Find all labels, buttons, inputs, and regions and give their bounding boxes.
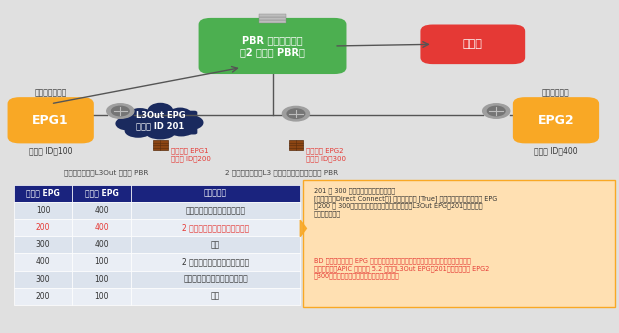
FancyBboxPatch shape	[128, 111, 197, 135]
FancyBboxPatch shape	[131, 236, 300, 253]
Text: サービス EPG2
クラス ID：300: サービス EPG2 クラス ID：300	[306, 147, 346, 162]
Text: 400: 400	[36, 257, 50, 266]
FancyBboxPatch shape	[259, 14, 286, 17]
FancyBboxPatch shape	[72, 202, 131, 219]
Text: 接続先 EPG: 接続先 EPG	[85, 189, 118, 198]
Text: 100: 100	[36, 206, 50, 215]
Text: 200: 200	[36, 223, 50, 232]
FancyBboxPatch shape	[513, 97, 599, 144]
FancyBboxPatch shape	[131, 270, 300, 288]
FancyBboxPatch shape	[14, 202, 72, 219]
Text: クラス ID：400: クラス ID：400	[534, 147, 578, 156]
FancyBboxPatch shape	[259, 17, 286, 20]
FancyBboxPatch shape	[14, 270, 72, 288]
Ellipse shape	[168, 108, 193, 123]
Ellipse shape	[126, 108, 154, 126]
FancyBboxPatch shape	[72, 253, 131, 270]
Text: L3Out EPG
クラス ID 201: L3Out EPG クラス ID 201	[136, 111, 185, 131]
Text: サービスノードにリダイレクト: サービスノードにリダイレクト	[183, 275, 248, 284]
Ellipse shape	[145, 126, 175, 140]
Text: プロバイダー: プロバイダー	[542, 88, 570, 97]
FancyBboxPatch shape	[131, 185, 300, 202]
Circle shape	[287, 109, 305, 119]
FancyBboxPatch shape	[131, 202, 300, 219]
FancyBboxPatch shape	[72, 185, 131, 202]
Circle shape	[483, 104, 510, 118]
FancyBboxPatch shape	[199, 18, 347, 74]
Text: 最初のノードにリダイレクト: 最初のノードにリダイレクト	[186, 206, 246, 215]
FancyBboxPatch shape	[259, 20, 286, 23]
Text: コンシューマー: コンシューマー	[35, 88, 67, 97]
Polygon shape	[300, 220, 306, 237]
Ellipse shape	[147, 103, 173, 119]
Text: 許可: 許可	[211, 292, 220, 301]
Text: PBR コントラクト
（2 ノード PBR）: PBR コントラクト （2 ノード PBR）	[240, 35, 305, 57]
Text: 100: 100	[94, 275, 109, 284]
FancyBboxPatch shape	[303, 180, 615, 307]
Circle shape	[106, 104, 134, 118]
Text: 許可: 許可	[211, 240, 220, 249]
Circle shape	[111, 106, 129, 116]
Text: 200: 200	[36, 292, 50, 301]
Text: 2 番目のノードにリダイレクト: 2 番目のノードにリダイレクト	[182, 257, 249, 266]
FancyBboxPatch shape	[14, 253, 72, 270]
Text: BD にあるサービス EPG とのコントラクトをユーザーが手動で設定するオプション
がないため、APIC リリース 5.2 では、L3Out EPG（201）と: BD にあるサービス EPG とのコントラクトをユーザーが手動で設定するオプショ…	[314, 257, 489, 279]
Text: 最初のノード：L3Out にある PBR: 最初のノード：L3Out にある PBR	[64, 170, 149, 176]
Ellipse shape	[168, 123, 194, 137]
Circle shape	[487, 106, 505, 116]
Text: EPG2: EPG2	[538, 114, 574, 127]
Text: 2 番目のノード：L3 ブリッジドメインにある PBR: 2 番目のノード：L3 ブリッジドメインにある PBR	[225, 170, 339, 176]
Text: 送信元 EPG: 送信元 EPG	[26, 189, 60, 198]
FancyBboxPatch shape	[420, 25, 525, 64]
Text: サービス EPG1
クラス ID：200: サービス EPG1 クラス ID：200	[171, 147, 210, 162]
FancyBboxPatch shape	[14, 185, 72, 202]
Text: 2 番目のノードにリダイレクト: 2 番目のノードにリダイレクト	[182, 223, 249, 232]
FancyBboxPatch shape	[72, 236, 131, 253]
FancyBboxPatch shape	[14, 236, 72, 253]
Ellipse shape	[179, 115, 204, 130]
Text: 300: 300	[36, 275, 50, 284]
Text: 300: 300	[36, 240, 50, 249]
Circle shape	[282, 107, 310, 121]
Text: 100: 100	[94, 292, 109, 301]
Text: クラス ID：100: クラス ID：100	[29, 147, 72, 156]
Text: 400: 400	[94, 206, 109, 215]
FancyBboxPatch shape	[72, 219, 131, 236]
Text: EPG1: EPG1	[32, 114, 69, 127]
FancyBboxPatch shape	[131, 288, 300, 305]
FancyBboxPatch shape	[14, 219, 72, 236]
Ellipse shape	[115, 117, 140, 131]
Text: 201 と 300 の間の許可ルールがない。
[直接接続（Direct Connect）] オプションを [True] に設定すると、サービス EPG
（200: 201 と 300 の間の許可ルールがない。 [直接接続（Direct Conn…	[314, 187, 497, 217]
FancyBboxPatch shape	[14, 288, 72, 305]
FancyBboxPatch shape	[7, 97, 94, 144]
Text: 100: 100	[94, 257, 109, 266]
Text: 400: 400	[94, 240, 109, 249]
FancyBboxPatch shape	[131, 253, 300, 270]
Text: 非対応: 非対応	[463, 39, 483, 49]
FancyBboxPatch shape	[288, 140, 303, 150]
Text: 400: 400	[94, 223, 109, 232]
FancyBboxPatch shape	[131, 219, 300, 236]
Ellipse shape	[124, 124, 152, 138]
FancyBboxPatch shape	[72, 270, 131, 288]
FancyBboxPatch shape	[72, 288, 131, 305]
FancyBboxPatch shape	[153, 140, 168, 150]
Text: アクション: アクション	[204, 189, 227, 198]
